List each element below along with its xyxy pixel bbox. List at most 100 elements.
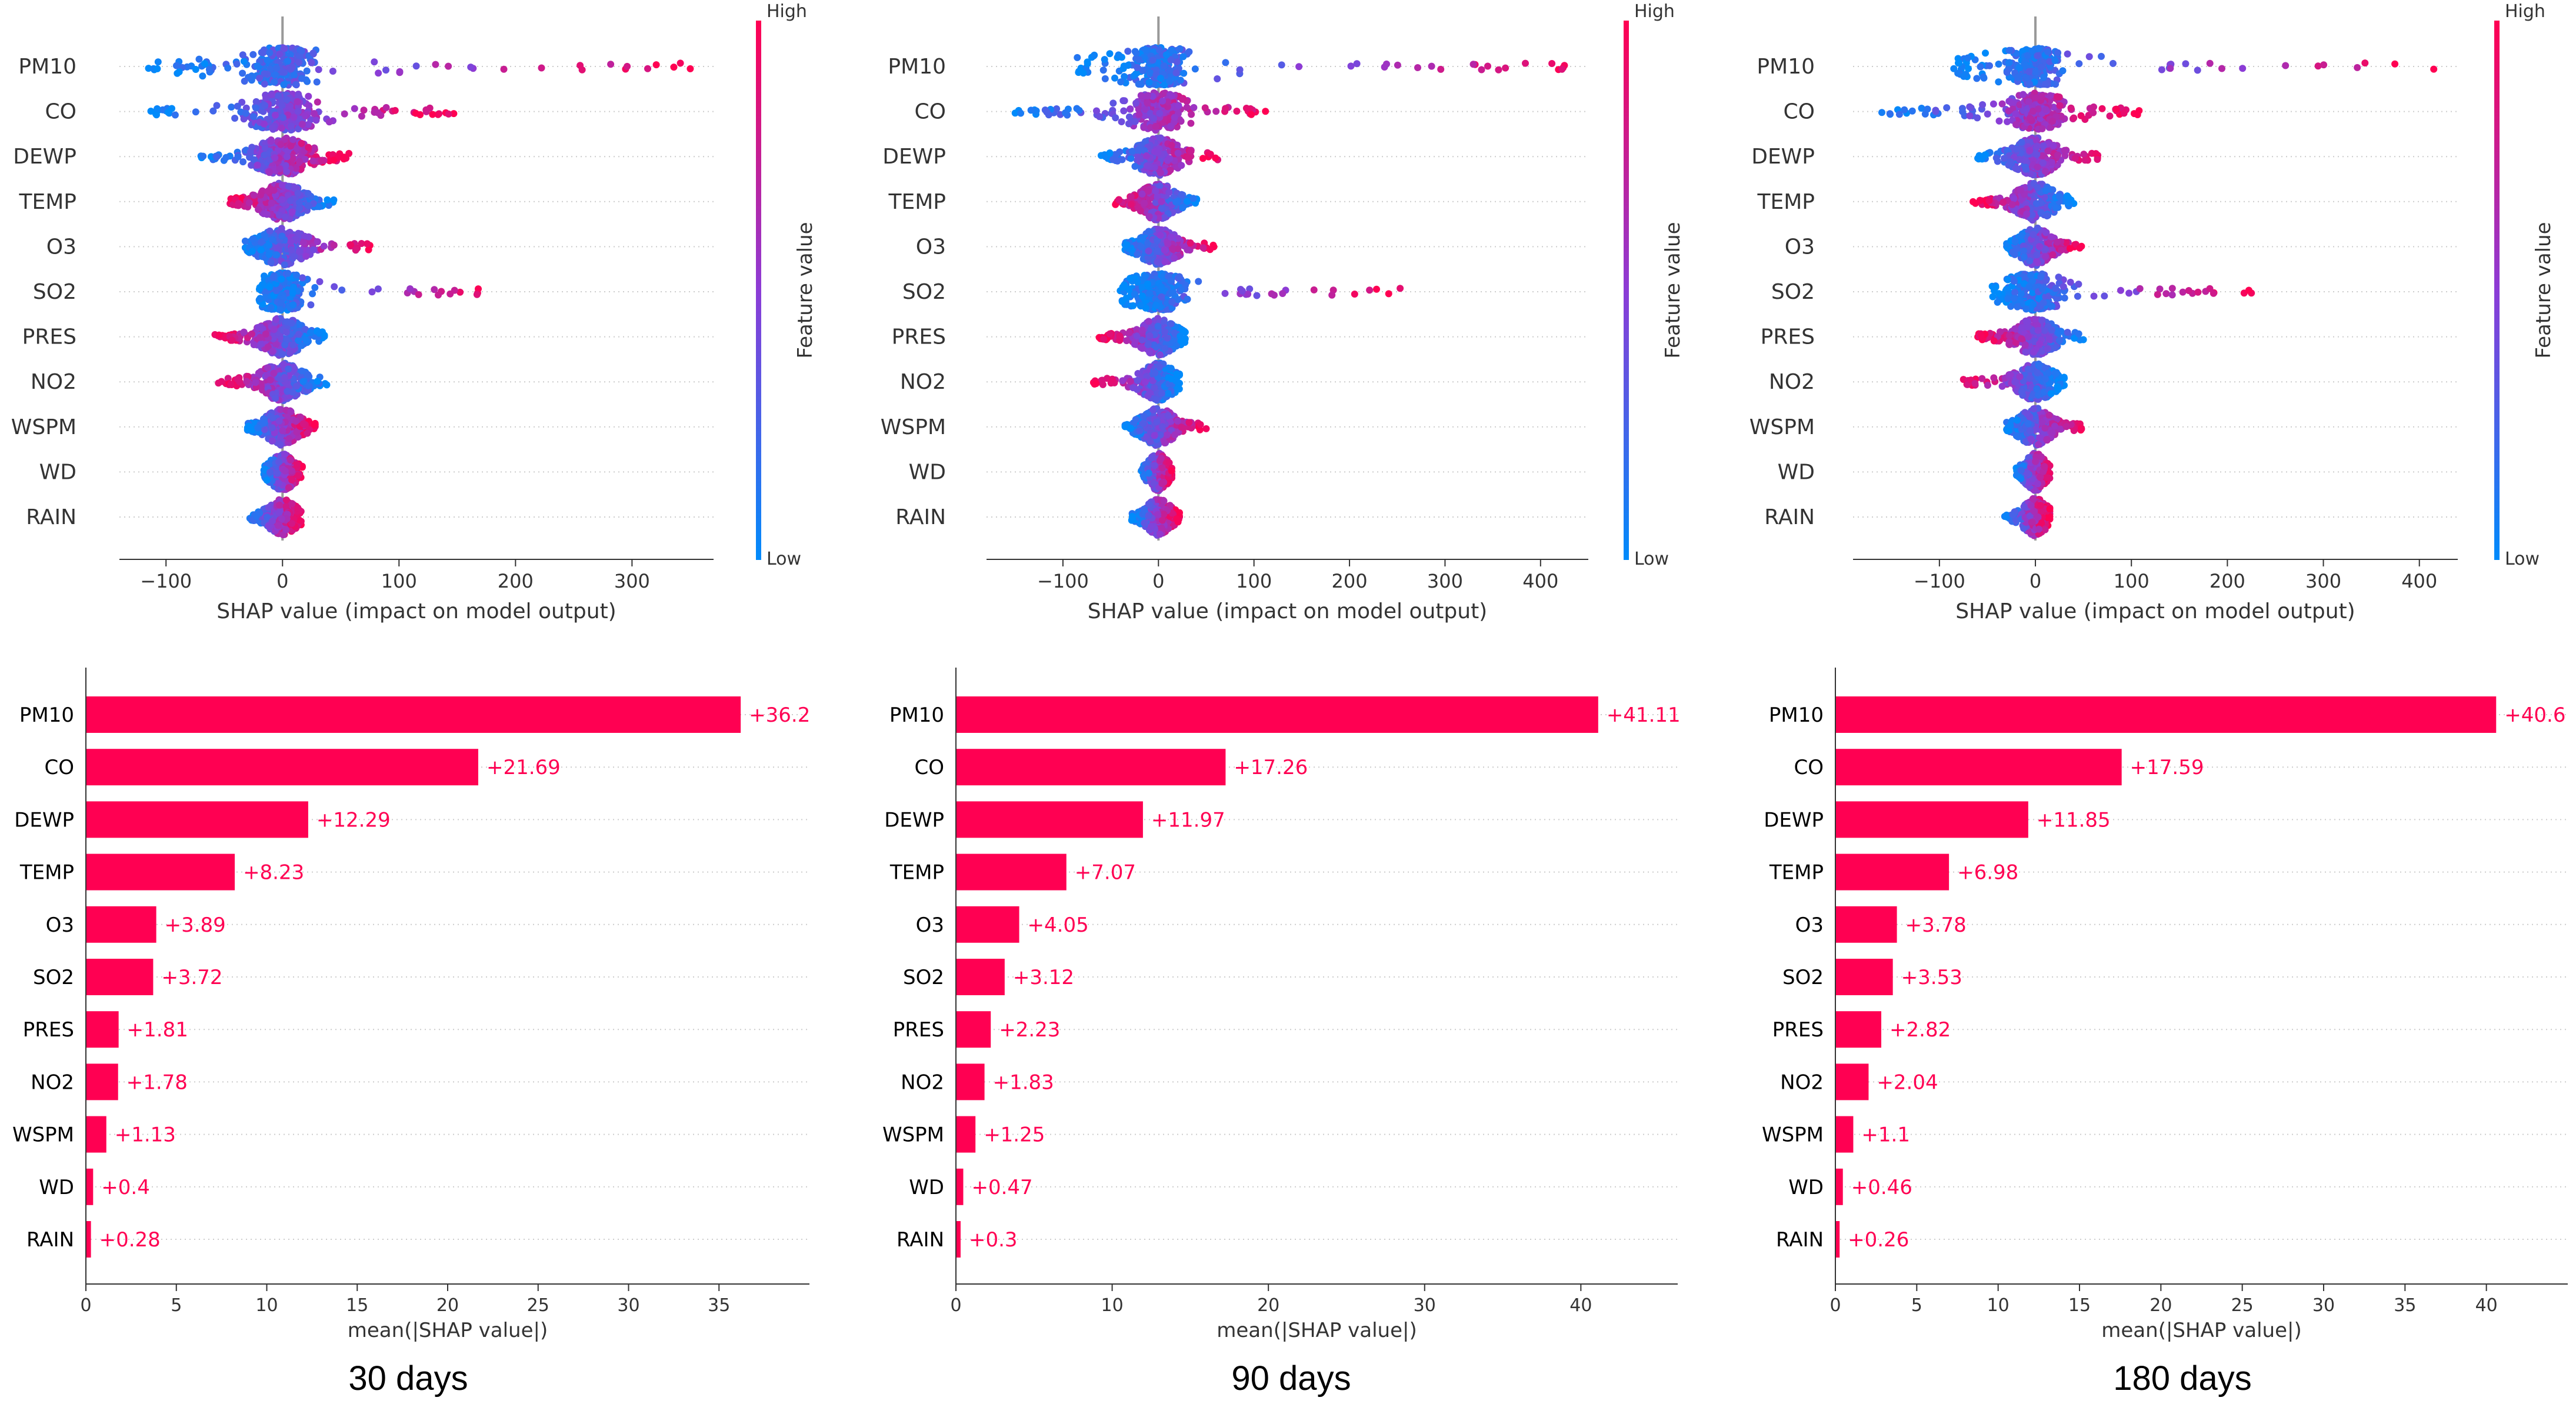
beeswarm-point [330,156,337,164]
beeswarm-point [1128,194,1135,201]
beeswarm-point [307,301,314,308]
beeswarm-point [235,154,242,161]
beeswarm-point [270,370,277,377]
beeswarm-point [687,65,694,72]
beeswarm-point [1214,75,1221,82]
beeswarm-point [671,64,678,71]
feature-label-so2: SO2 [902,280,946,304]
beeswarm-point [304,68,311,75]
beeswarm-point [1137,302,1144,309]
beeswarm-point [272,395,279,402]
beeswarm-point [474,291,481,298]
beeswarm-point [279,351,286,358]
beeswarm-point [296,248,303,255]
beeswarm-point [264,211,271,218]
beeswarm-point [254,424,261,431]
beeswarm-point [1237,66,1244,74]
beeswarm-point [257,341,264,348]
beeswarm-point [300,420,307,427]
beeswarm-point [1154,149,1161,156]
beeswarm-point [624,63,631,70]
beeswarm-point [316,203,323,210]
beeswarm-point [1111,75,1118,82]
beeswarm-point [279,182,286,189]
beeswarm-point [1146,213,1153,220]
beeswarm-point [295,230,302,237]
beeswarm-row-temp [1112,181,1200,224]
beeswarm-point [1157,232,1164,239]
beeswarm-point [1144,92,1151,99]
beeswarm-point [275,509,282,516]
feature-label-pres: PRES [22,325,76,349]
x-tick-label: 300 [614,570,650,592]
beeswarm-point [269,518,276,525]
beeswarm-point [276,418,283,425]
beeswarm-point [269,438,276,445]
beeswarm-point [1132,71,1139,78]
beeswarm-point [281,261,288,268]
beeswarm-point [1164,335,1171,342]
beeswarm-point [1074,54,1081,61]
beeswarm-point [271,71,278,78]
beeswarm-point [375,69,382,76]
beeswarm-point [1171,255,1178,262]
beeswarm-point [1100,336,1107,343]
beeswarm-point [1154,248,1161,255]
beeswarm-row-wd [261,451,306,493]
beeswarm-point [310,246,317,254]
beeswarm-point [266,469,274,476]
beeswarm-point [273,287,280,294]
beeswarm-point [435,292,442,299]
beeswarm-point [374,109,381,116]
beeswarm-point [341,154,348,161]
beeswarm-point [239,51,246,58]
beeswarm-point [1164,241,1171,248]
beeswarm-point [324,196,331,204]
beeswarm-point [445,111,452,118]
beeswarm-point [1139,191,1146,198]
beeswarm-point [273,251,280,258]
beeswarm-point [1478,66,1485,74]
beeswarm-point [1134,251,1141,258]
beeswarm-point [285,435,292,442]
beeswarm-point [406,285,414,292]
beeswarm-point [1176,273,1183,280]
beeswarm-point [256,295,264,302]
beeswarm-row-rain [246,496,305,538]
beeswarm-point [296,158,303,165]
beeswarm-point [1017,110,1024,117]
beeswarm-point [1116,52,1123,59]
beeswarm-point [1139,326,1146,334]
beeswarm-point [538,65,545,72]
beeswarm-point [258,246,265,254]
beeswarm-point [1157,351,1164,358]
beeswarm-point [1119,377,1126,384]
beeswarm-point [361,106,368,114]
beeswarm-point [256,286,263,293]
beeswarm-point [1397,285,1404,292]
feature-label-dewp: DEWP [882,145,946,169]
beeswarm-point [236,378,243,385]
beeswarm-point [1157,75,1164,82]
beeswarm-point [307,329,314,336]
beeswarm-point [1145,248,1152,255]
beeswarm-point [1109,99,1117,106]
beeswarm-point [295,331,302,338]
beeswarm-point [347,241,354,248]
beeswarm-point [1373,286,1380,293]
beeswarm-point [1161,62,1168,69]
beeswarm-point [321,243,328,250]
beeswarm-point [281,341,288,348]
beeswarm-point [1484,63,1491,70]
beeswarm-point [1311,286,1318,294]
beeswarm-point [1158,294,1165,301]
beeswarm-point [1158,284,1165,291]
x-tick-label: 0 [276,570,288,592]
beeswarm-point [1135,81,1142,88]
beeswarm-point [269,348,276,355]
beeswarm-point [271,79,278,86]
beeswarm-point [1163,52,1170,59]
beeswarm-point [313,116,320,124]
colorbar-title: Feature value [794,222,817,358]
beeswarm-point [1135,111,1142,118]
